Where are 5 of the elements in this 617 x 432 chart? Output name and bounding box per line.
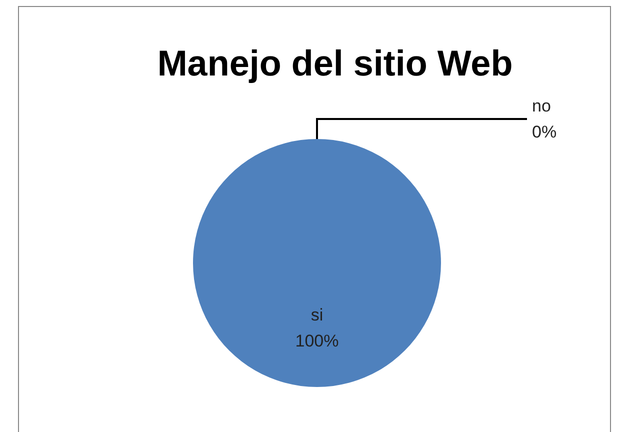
- slice-label: si: [310, 306, 324, 324]
- data-label: 100%: [295, 332, 339, 350]
- text: 0%: [532, 122, 557, 142]
- category-label: no: [532, 96, 551, 116]
- chart-title: Manejo del sitio Web: [157, 42, 513, 84]
